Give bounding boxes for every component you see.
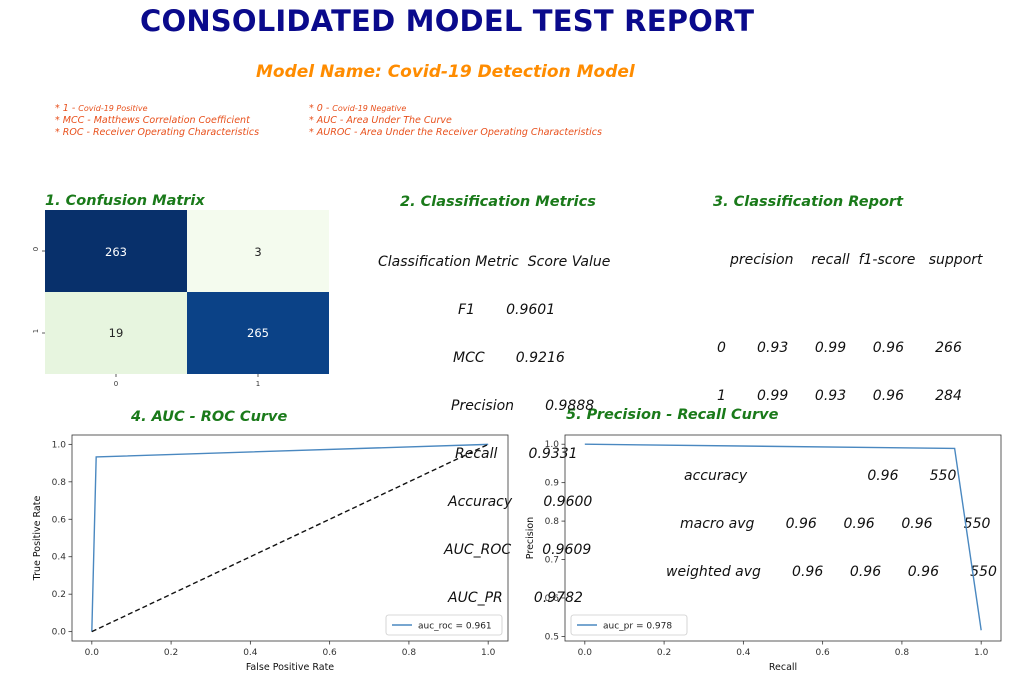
- cm-cell-0-0: [45, 210, 187, 292]
- x-tick-label: 0.0: [85, 648, 100, 658]
- y-tick-label: 0.7: [545, 556, 559, 566]
- metrics-table: Classification Metric Score Value F1 0.9…: [378, 222, 610, 622]
- metrics-row: Accuracy 0.9600: [448, 494, 593, 510]
- x-tick-label: 0.0: [578, 648, 593, 658]
- cm-xtick-1: 1: [256, 380, 260, 388]
- x-tick-label: 1.0: [974, 648, 989, 658]
- y-tick-label: 0.6: [545, 594, 560, 604]
- legend-note: * AUC - Area Under The Curve: [309, 115, 452, 126]
- report-row: macro avg 0.96 0.96 0.96 550: [680, 516, 991, 532]
- x-tick-label: 1.0: [481, 648, 496, 658]
- section-title-metrics: 2. Classification Metrics: [400, 194, 596, 210]
- report-row: 1 0.99 0.93 0.96 284: [717, 388, 962, 404]
- x-tick-label: 0.6: [815, 648, 830, 658]
- x-tick-label: 0.8: [402, 648, 417, 658]
- report-row: weighted avg 0.96 0.96 0.96 550: [666, 564, 997, 580]
- pr-chart: 0.0 0.2 0.4 0.6 0.8 1.0 0.5 0.6 0.7 0.8 0.9 1.0 Reca…: [525, 434, 1002, 673]
- section-title-roc: 4. AUC - ROC Curve: [131, 409, 288, 425]
- y-tick-label: 0.4: [52, 553, 67, 563]
- y-tick-label: 1.0: [52, 440, 67, 450]
- cm-xtick-0: 0: [114, 380, 118, 388]
- cm-value-1-1: 265: [247, 326, 269, 340]
- y-axis-label: True Positive Rate: [32, 496, 43, 582]
- x-tick-label: 0.6: [322, 648, 337, 658]
- legend-label: auc_roc = 0.961: [418, 622, 492, 632]
- cm-cell-1-1: [187, 292, 329, 374]
- section-title-confusion: 1. Confusion Matrix: [45, 193, 205, 209]
- y-tick-label: 0.9: [545, 479, 560, 489]
- legend-label: auc_pr = 0.978: [603, 622, 672, 632]
- plot-frame: [71, 434, 509, 642]
- x-tick-label: 0.4: [243, 648, 258, 658]
- x-axis-label: False Positive Rate: [246, 662, 334, 673]
- y-tick-label: 0.0: [52, 628, 67, 638]
- roc-chart: 0.0 0.2 0.4 0.6 0.8 1.0 0.0 0.2 0.4 0.6 0.8 1.0 Fals…: [32, 434, 509, 673]
- x-tick-label: 0.8: [895, 648, 910, 658]
- x-tick-label: 0.2: [657, 648, 671, 658]
- legend-note: * MCC - Matthews Correlation Coefficient: [55, 115, 250, 126]
- report-row: accuracy 0.96 550: [684, 468, 957, 484]
- plot-frame: [564, 434, 1002, 642]
- y-axis-label: Precision: [525, 517, 536, 559]
- confusion-matrix: 263 3 19 265 0 1 0 1: [32, 210, 329, 388]
- x-tick-label: 0.2: [164, 648, 178, 658]
- metrics-row: Precision 0.9888: [451, 398, 595, 414]
- cm-value-0-1: 3: [254, 245, 261, 259]
- metrics-row: F1 0.9601: [458, 302, 556, 318]
- y-tick-label: 0.5: [545, 632, 559, 642]
- legend-notes-right: * 0 - Covid-19 Negative * AUC - Area Und…: [309, 103, 602, 139]
- legend-note: * 1 - Covid-19 Positive: [55, 103, 148, 114]
- classification-report: precision recall f1-score support 0 0.93…: [666, 220, 997, 596]
- report-row: 0 0.93 0.99 0.96 266: [717, 340, 962, 356]
- report-title: CONSOLIDATED MODEL TEST REPORT: [140, 4, 755, 38]
- series-line: [91, 443, 489, 632]
- y-tick-label: 0.6: [52, 515, 67, 525]
- cm-cell-0-1: [187, 210, 329, 292]
- cm-ytick-1: 1: [32, 329, 40, 333]
- metrics-row: AUC_PR 0.9782: [448, 590, 583, 606]
- section-title-report: 3. Classification Report: [713, 194, 904, 210]
- legend-note: * ROC - Receiver Operating Characteristi…: [55, 127, 260, 138]
- y-tick-label: 0.2: [52, 590, 66, 600]
- y-tick-label: 0.8: [545, 517, 560, 527]
- cm-value-1-0: 19: [109, 326, 124, 340]
- legend-box: [570, 614, 688, 636]
- metrics-row: MCC 0.9216: [453, 350, 565, 366]
- chance-line: [91, 443, 489, 633]
- legend-notes-left: * 1 - Covid-19 Positive * MCC - Matthews…: [55, 103, 259, 139]
- y-tick-label: 0.8: [52, 478, 67, 488]
- metrics-row: AUC_ROC 0.9609: [444, 542, 592, 558]
- x-axis-label: Recall: [769, 662, 797, 673]
- legend-box: [385, 614, 503, 636]
- legend-note: * AUROC - Area Under the Receiver Operat…: [309, 127, 602, 138]
- report-header: precision recall f1-score support: [730, 252, 983, 268]
- cm-ytick-0: 0: [32, 247, 40, 251]
- section-title-pr: 5. Precision - Recall Curve: [566, 407, 779, 423]
- cm-cell-1-0: [45, 292, 187, 374]
- legend-note: * 0 - Covid-19 Negative: [309, 103, 407, 114]
- model-name: Model Name: Covid-19 Detection Model: [256, 62, 635, 82]
- x-tick-label: 0.4: [736, 648, 751, 658]
- cm-value-0-0: 263: [105, 245, 127, 259]
- series-line: [584, 443, 982, 631]
- metrics-header: Classification Metric Score Value: [378, 254, 611, 270]
- y-tick-label: 1.0: [545, 440, 560, 450]
